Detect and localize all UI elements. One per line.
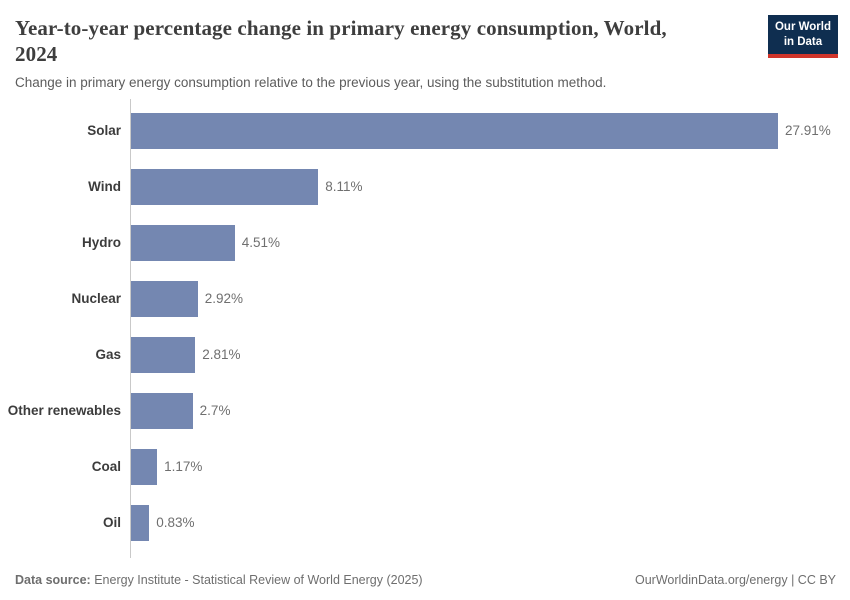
bar-wind[interactable] xyxy=(130,168,319,205)
data-source-text: Energy Institute - Statistical Review of… xyxy=(90,573,423,587)
bar-track: 0.83% xyxy=(130,504,850,541)
bar-hydro[interactable] xyxy=(130,224,235,261)
bar-other-renewables[interactable] xyxy=(130,392,193,429)
owid-logo[interactable]: Our World in Data xyxy=(767,15,838,58)
chart-header: Year-to-year percentage change in primar… xyxy=(0,0,850,90)
chart-row: Other renewables 2.7% xyxy=(0,383,850,439)
owid-cc-link[interactable]: OurWorldinData.org/energy | CC BY xyxy=(634,573,836,587)
value-label: 2.81% xyxy=(202,347,241,362)
chart-row: Solar 27.91% xyxy=(0,103,850,159)
bar-track: 2.92% xyxy=(130,280,850,317)
chart-subtitle: Change in primary energy consumption rel… xyxy=(15,74,607,90)
chart-row: Nuclear 2.92% xyxy=(0,271,850,327)
bar-gas[interactable] xyxy=(130,336,196,373)
category-label-nuclear: Nuclear xyxy=(71,291,121,306)
chart-row: Oil 0.83% xyxy=(0,495,850,551)
value-label: 4.51% xyxy=(241,235,280,250)
bar-chart: Solar 27.91% Wind 8.11% Hydro 4.51% Nuclear 2.9… xyxy=(0,98,850,558)
value-label: 2.92% xyxy=(204,291,244,306)
y-axis-line xyxy=(130,98,131,558)
category-label-coal: Coal xyxy=(91,459,121,474)
value-label: 8.11% xyxy=(325,179,363,194)
value-label: 27.91% xyxy=(785,123,831,138)
chart-row: Coal 1.17% xyxy=(0,439,850,495)
bar-coal[interactable] xyxy=(130,448,158,485)
bar-oil[interactable] xyxy=(130,504,150,541)
bar-nuclear[interactable] xyxy=(130,280,198,317)
bar-track: 2.7% xyxy=(130,392,850,429)
category-label-gas: Gas xyxy=(95,347,121,362)
owid-logo-line1: Our World xyxy=(774,21,831,33)
category-label-solar: Solar xyxy=(87,123,121,138)
owid-logo-line2: in Data xyxy=(783,35,823,48)
chart-title: Year-to-year percentage change in primar… xyxy=(15,16,667,67)
bar-track: 4.51% xyxy=(130,224,850,261)
bar-track: 27.91% xyxy=(130,112,850,149)
category-label-other-renewables: Other renewables xyxy=(7,403,121,418)
bar-track: 2.81% xyxy=(130,336,850,373)
data-source-label: Data source: xyxy=(15,573,91,587)
data-source-line[interactable]: Data source: Energy Institute - Statisti… xyxy=(15,573,423,587)
category-label-wind: Wind xyxy=(88,179,121,194)
bar-track: 1.17% xyxy=(130,448,850,485)
category-label-oil: Oil xyxy=(102,515,121,530)
bar-track: 8.11% xyxy=(130,168,850,205)
value-label: 1.17% xyxy=(164,459,203,474)
chart-row: Hydro 4.51% xyxy=(0,215,850,271)
value-label: 2.7% xyxy=(199,403,231,418)
chart-row: Gas 2.81% xyxy=(0,327,850,383)
value-label: 0.83% xyxy=(156,515,195,530)
chart-row: Wind 8.11% xyxy=(0,159,850,215)
category-label-hydro: Hydro xyxy=(81,235,121,250)
bar-solar[interactable] xyxy=(130,112,778,149)
chart-footer: Data source: Energy Institute - Statisti… xyxy=(15,573,836,587)
